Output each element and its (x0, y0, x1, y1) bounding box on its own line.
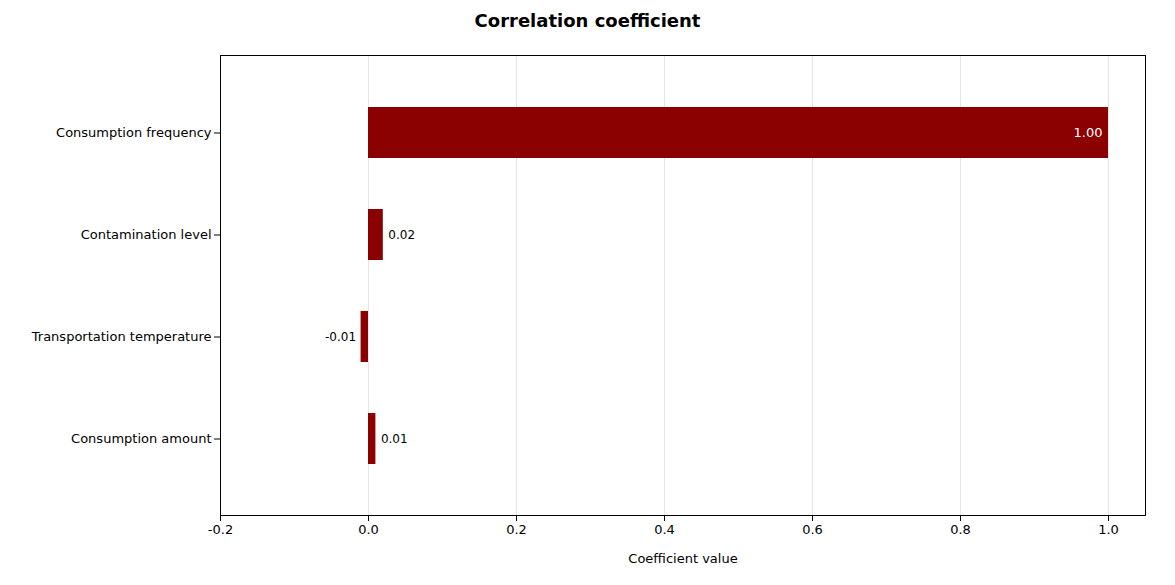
svg-text:0.0: 0.0 (358, 522, 379, 537)
svg-text:1.00: 1.00 (1074, 125, 1103, 140)
svg-text:Consumption frequency: Consumption frequency (56, 125, 212, 140)
svg-text:-0.2: -0.2 (208, 522, 233, 537)
svg-text:-0.01: -0.01 (325, 330, 356, 344)
svg-text:Transportation temperature: Transportation temperature (31, 329, 212, 344)
svg-text:Coefficient value: Coefficient value (628, 551, 737, 566)
svg-text:0.02: 0.02 (388, 228, 415, 242)
svg-text:0.2: 0.2 (506, 522, 527, 537)
svg-text:Consumption amount: Consumption amount (71, 431, 211, 446)
svg-text:Contamination level: Contamination level (81, 227, 212, 242)
svg-text:0.8: 0.8 (950, 522, 971, 537)
svg-text:0.6: 0.6 (802, 522, 823, 537)
svg-text:0.4: 0.4 (654, 522, 675, 537)
svg-text:0.01: 0.01 (381, 432, 408, 446)
svg-text:1.0: 1.0 (1098, 522, 1119, 537)
html-text:Correlation coefficient: Correlation coefficient (474, 10, 701, 31)
